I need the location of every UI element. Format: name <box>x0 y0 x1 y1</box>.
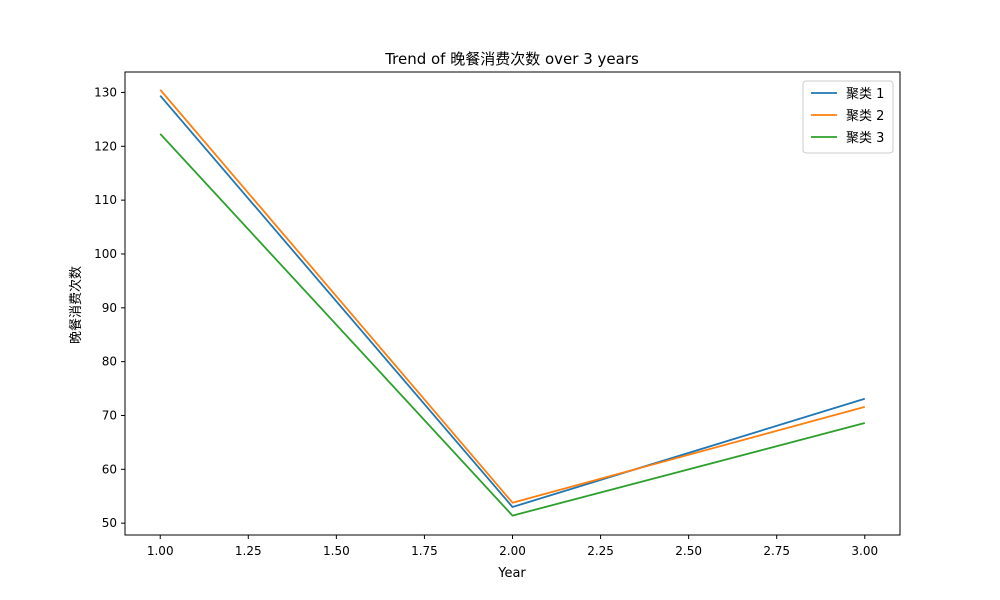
axes-frame <box>124 71 901 536</box>
x-tick-label: 1.50 <box>323 544 350 558</box>
x-axis-label: Year <box>497 566 526 581</box>
y-axis-label: 晚餐消费次数 <box>68 266 84 344</box>
series-line-2 <box>159 89 866 504</box>
legend-box <box>802 80 894 154</box>
legend: 聚类 1 聚类 2 聚类 3 <box>802 80 894 154</box>
x-tick-label: 2.75 <box>763 544 790 558</box>
y-tick-label: 80 <box>102 355 117 369</box>
series-line-1 <box>159 95 866 508</box>
y-tick-label: 90 <box>102 301 117 315</box>
x-tick-label: 2.00 <box>499 544 526 558</box>
y-tick-label: 100 <box>94 247 117 261</box>
legend-label-2: 聚类 2 <box>846 109 884 124</box>
series-line-3 <box>159 133 866 517</box>
x-tick-label: 2.25 <box>587 544 614 558</box>
legend-label-1: 聚类 1 <box>846 87 884 102</box>
legend-label-3: 聚类 3 <box>846 131 884 146</box>
x-tick-label: 3.00 <box>851 544 878 558</box>
y-tick-label: 60 <box>102 462 117 476</box>
x-tick-label: 2.50 <box>675 544 702 558</box>
x-tick-label: 1.75 <box>411 544 438 558</box>
y-tick-label: 50 <box>102 516 117 530</box>
y-tick-label: 70 <box>102 408 117 422</box>
chart-title: Trend of 晚餐消费次数 over 3 years <box>384 50 639 68</box>
plot-area: 1.00 1.25 1.50 1.75 2.00 2.25 2.50 2.75 3.00 50 60… <box>94 71 901 558</box>
x-tick-label: 1.25 <box>235 544 262 558</box>
y-tick-label: 130 <box>94 85 117 99</box>
y-tick-label: 120 <box>94 139 117 153</box>
y-tick-label: 110 <box>94 193 117 207</box>
x-tick-label: 1.00 <box>147 544 174 558</box>
